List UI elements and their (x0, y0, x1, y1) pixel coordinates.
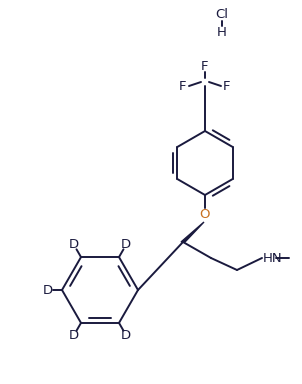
Text: Cl: Cl (216, 8, 229, 22)
Text: D: D (69, 329, 79, 341)
Text: D: D (43, 283, 53, 296)
Polygon shape (181, 222, 204, 242)
Text: F: F (201, 60, 209, 73)
Text: F: F (223, 79, 231, 93)
Text: D: D (69, 238, 79, 252)
Text: HN: HN (263, 252, 283, 265)
Text: F: F (179, 79, 187, 93)
Text: O: O (200, 209, 210, 222)
Text: D: D (121, 238, 131, 252)
Text: D: D (121, 329, 131, 341)
Text: H: H (217, 25, 227, 38)
